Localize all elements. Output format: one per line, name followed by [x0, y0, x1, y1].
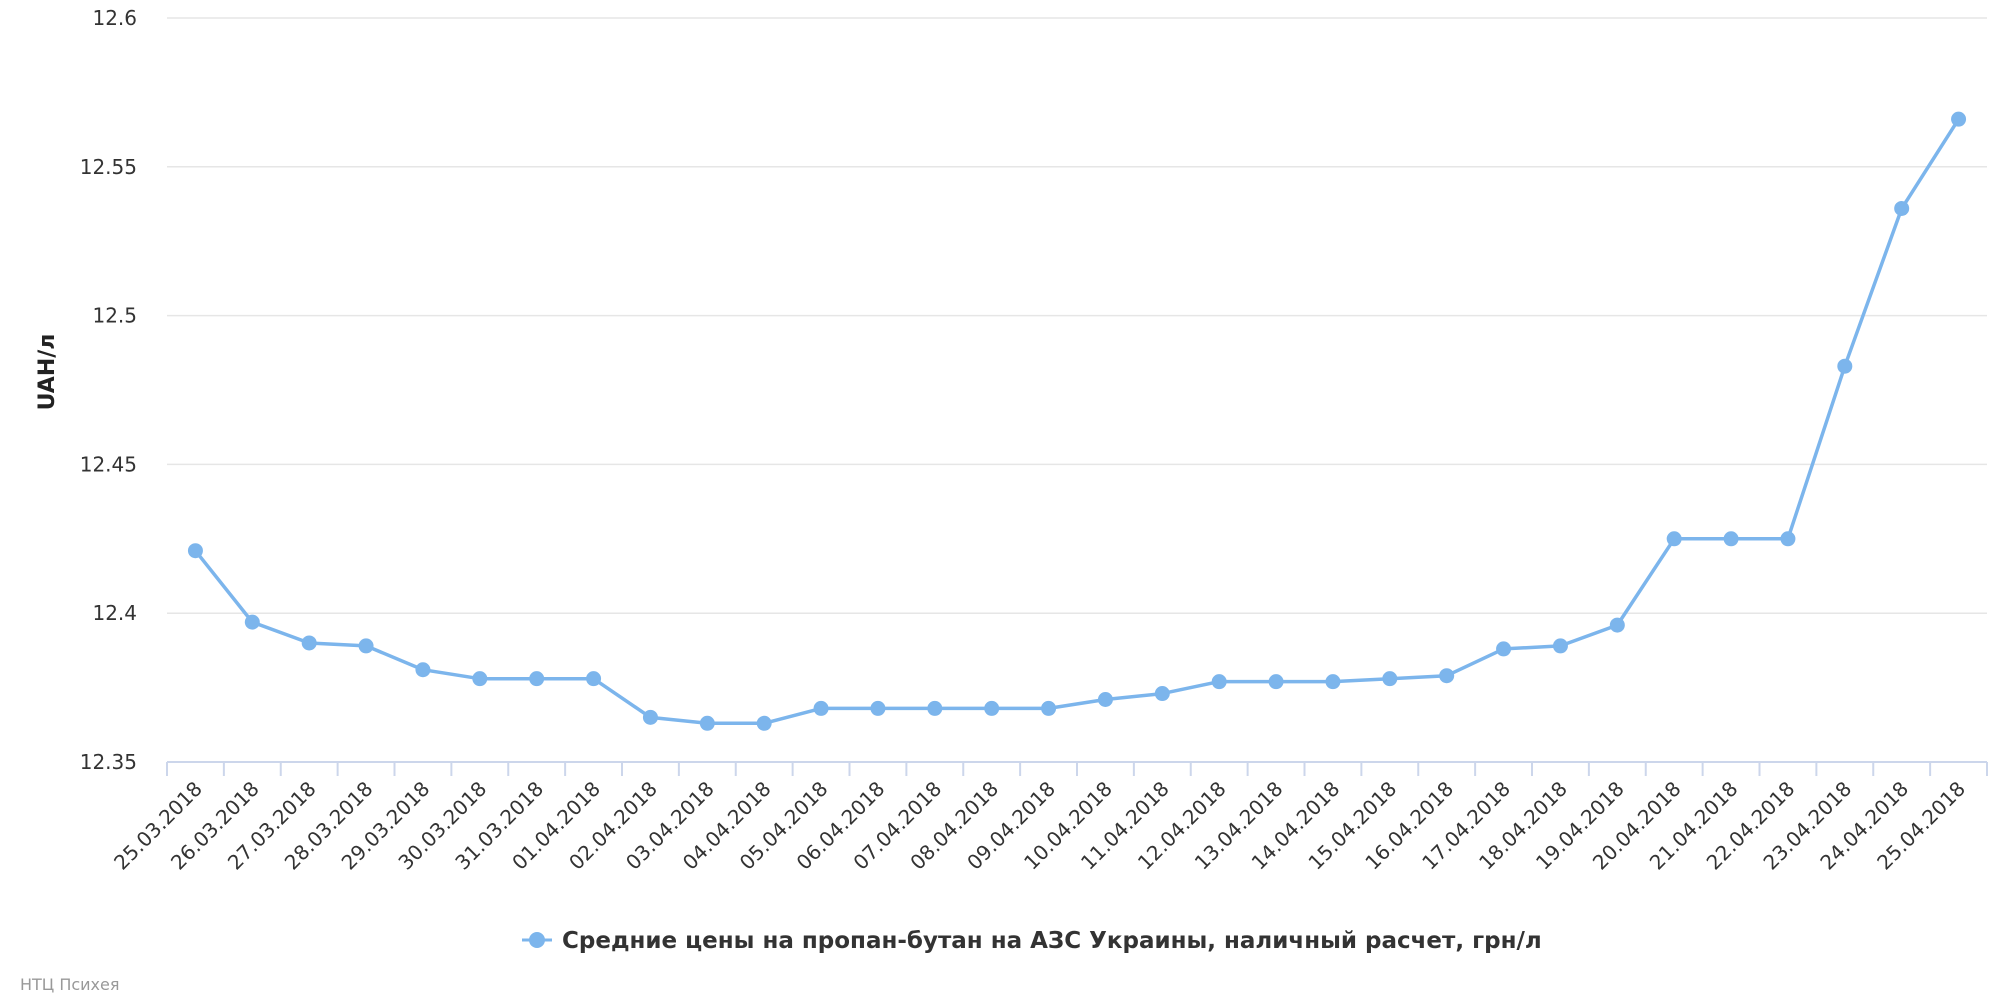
data-point[interactable]: [1552, 638, 1568, 654]
y-axis-title: UAH/л: [35, 334, 60, 411]
data-point[interactable]: [586, 671, 602, 687]
legend[interactable]: Средние цены на пропан-бутан на АЗС Укра…: [522, 928, 1542, 954]
data-point[interactable]: [984, 700, 1000, 716]
data-point[interactable]: [187, 543, 203, 559]
data-point[interactable]: [1609, 617, 1625, 633]
legend-marker-icon: [529, 932, 545, 948]
series-layer: [187, 111, 1967, 731]
data-point[interactable]: [756, 715, 772, 731]
data-point[interactable]: [927, 700, 943, 716]
data-point[interactable]: [1097, 692, 1113, 708]
data-point[interactable]: [699, 715, 715, 731]
data-point[interactable]: [1382, 671, 1398, 687]
y-tick-label: 12.5: [92, 304, 137, 328]
y-tick-label: 12.55: [80, 155, 137, 179]
y-axis-ticks: 12.35 12.4 12.45 12.5 12.55 12.6: [80, 6, 137, 774]
data-point[interactable]: [358, 638, 374, 654]
data-point[interactable]: [1325, 674, 1341, 690]
y-tick-label: 12.6: [92, 6, 137, 30]
data-point[interactable]: [1723, 531, 1739, 547]
data-point[interactable]: [415, 662, 431, 678]
y-tick-label: 12.4: [92, 601, 137, 625]
data-point[interactable]: [1154, 686, 1170, 702]
data-point[interactable]: [1496, 641, 1512, 657]
data-point[interactable]: [529, 671, 545, 687]
x-axis: 25.03.201826.03.201827.03.201828.03.2018…: [109, 761, 1988, 875]
data-point[interactable]: [1780, 531, 1796, 547]
gridlines: [167, 17, 1987, 614]
data-point[interactable]: [1666, 531, 1682, 547]
data-point[interactable]: [642, 709, 658, 725]
data-point[interactable]: [1268, 674, 1284, 690]
legend-label: Средние цены на пропан-бутан на АЗС Укра…: [562, 928, 1542, 954]
data-point[interactable]: [244, 614, 260, 630]
y-tick-label: 12.35: [80, 750, 137, 774]
series-line: [194, 118, 1961, 726]
data-point[interactable]: [813, 700, 829, 716]
data-point[interactable]: [1041, 700, 1057, 716]
data-point[interactable]: [472, 671, 488, 687]
credit-text[interactable]: НТЦ Психея: [20, 975, 119, 994]
data-point[interactable]: [301, 635, 317, 651]
data-point[interactable]: [1837, 358, 1853, 374]
data-point[interactable]: [1211, 674, 1227, 690]
data-point[interactable]: [1951, 111, 1967, 127]
data-point[interactable]: [870, 700, 886, 716]
data-point[interactable]: [1894, 200, 1910, 216]
data-point[interactable]: [1439, 668, 1455, 684]
y-tick-label: 12.45: [80, 452, 137, 476]
